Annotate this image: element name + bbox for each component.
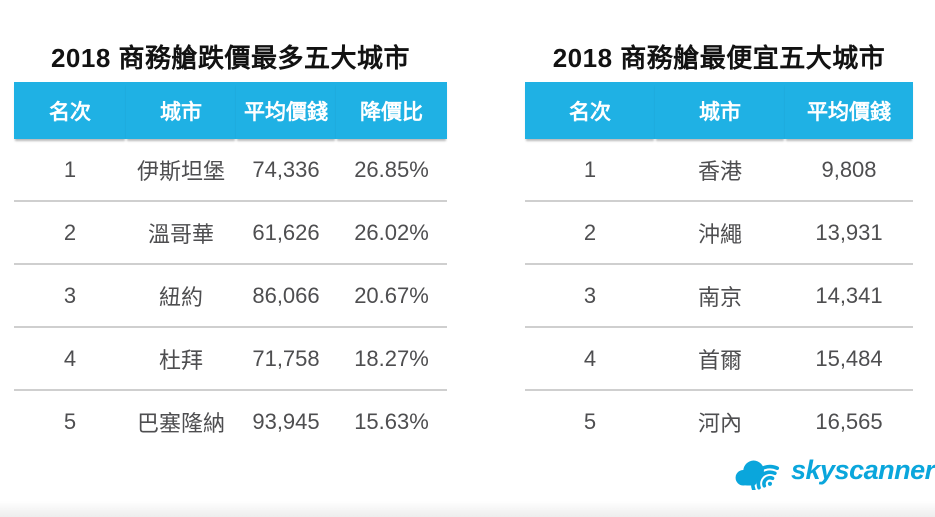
cheapest-panel: 2018 商務艙最便宜五大城市 名次 城市 平均價錢 1 香港 9,808 xyxy=(525,34,913,452)
column-header-city: 城市 xyxy=(126,82,236,139)
cell-avg-price: 13,931 xyxy=(785,201,913,265)
bottom-shadow-strip xyxy=(0,501,935,517)
column-header-rank: 名次 xyxy=(14,82,126,139)
cell-rank: 3 xyxy=(525,264,655,328)
cell-rank: 2 xyxy=(525,201,655,265)
price-drop-table-title: 2018 商務艙跌價最多五大城市 xyxy=(50,43,411,73)
cell-city: 河內 xyxy=(697,410,742,436)
table-row: 5 巴塞隆納 93,945 15.63% xyxy=(14,390,447,452)
cell-avg-price: 71,758 xyxy=(236,327,336,391)
table-row: 2 溫哥華 61,626 26.02% xyxy=(14,201,447,265)
cell-avg-price: 74,336 xyxy=(236,139,336,202)
cell-avg-price: 93,945 xyxy=(252,408,320,434)
cell-city: 伊斯坦堡 xyxy=(126,139,236,202)
cell-avg-price: 14,341 xyxy=(785,264,913,328)
price-drop-panel: 2018 商務艙跌價最多五大城市 名次 城市 平均價錢 降價比 1 伊斯坦堡 7… xyxy=(14,34,447,452)
column-header-avg-price: 平均價錢 xyxy=(236,82,336,139)
cell-rank: 2 xyxy=(14,201,126,265)
cell-city: 杜拜 xyxy=(126,327,236,391)
table-row: 1 香港 9,808 xyxy=(525,139,913,202)
cell-rank: 3 xyxy=(14,264,126,328)
cell-rank: 4 xyxy=(14,327,126,391)
cell-rank: 5 xyxy=(63,408,77,434)
table-row: 3 紐約 86,066 20.67% xyxy=(14,264,447,328)
column-header-rank: 名次 xyxy=(525,82,655,139)
table-row: 1 伊斯坦堡 74,336 26.85% xyxy=(14,139,447,202)
cell-city: 南京 xyxy=(655,264,785,328)
cell-rank: 1 xyxy=(14,139,126,202)
cell-city: 巴塞隆納 xyxy=(136,410,225,436)
cell-avg-price: 61,626 xyxy=(236,201,336,265)
table-row: 4 首爾 15,484 xyxy=(525,327,913,391)
cell-city: 沖繩 xyxy=(655,201,785,265)
cell-city: 溫哥華 xyxy=(126,201,236,265)
column-header-drop-ratio: 降價比 xyxy=(336,82,447,139)
cell-avg-price: 86,066 xyxy=(236,264,336,328)
column-header-avg-price: 平均價錢 xyxy=(785,82,913,139)
skyscanner-wordmark: skyscanner xyxy=(791,455,935,485)
cell-rank: 1 xyxy=(525,139,655,202)
cell-drop-ratio: 26.85% xyxy=(336,139,447,202)
cheapest-table: 名次 城市 平均價錢 1 香港 9,808 2 沖繩 13,931 3 xyxy=(525,82,913,452)
cell-drop-ratio: 18.27% xyxy=(336,327,447,391)
cell-city: 紐約 xyxy=(126,264,236,328)
column-header-city: 城市 xyxy=(655,82,785,139)
cell-rank: 5 xyxy=(583,408,597,434)
cell-city: 首爾 xyxy=(655,327,785,391)
price-drop-table: 名次 城市 平均價錢 降價比 1 伊斯坦堡 74,336 26.85% 2 溫哥… xyxy=(14,82,447,452)
cell-city: 香港 xyxy=(655,139,785,202)
skyscanner-cloud-waves-icon xyxy=(735,460,780,490)
cell-drop-ratio: 20.67% xyxy=(336,264,447,328)
cheapest-table-title: 2018 商務艙最便宜五大城市 xyxy=(552,43,886,73)
cell-drop-ratio: 26.02% xyxy=(336,201,447,265)
skyscanner-logo: skyscanner xyxy=(733,450,935,490)
table-row: 2 沖繩 13,931 xyxy=(525,201,913,265)
cell-drop-ratio: 15.63% xyxy=(354,408,429,434)
table-row: 5 河內 16,565 xyxy=(525,390,913,452)
table-header-row: 名次 城市 平均價錢 xyxy=(525,82,913,139)
cell-avg-price: 9,808 xyxy=(785,139,913,202)
table-row: 3 南京 14,341 xyxy=(525,264,913,328)
cell-avg-price: 15,484 xyxy=(785,327,913,391)
cell-rank: 4 xyxy=(525,327,655,391)
table-row: 4 杜拜 71,758 18.27% xyxy=(14,327,447,391)
cell-avg-price: 16,565 xyxy=(815,408,883,434)
table-header-row: 名次 城市 平均價錢 降價比 xyxy=(14,82,447,139)
